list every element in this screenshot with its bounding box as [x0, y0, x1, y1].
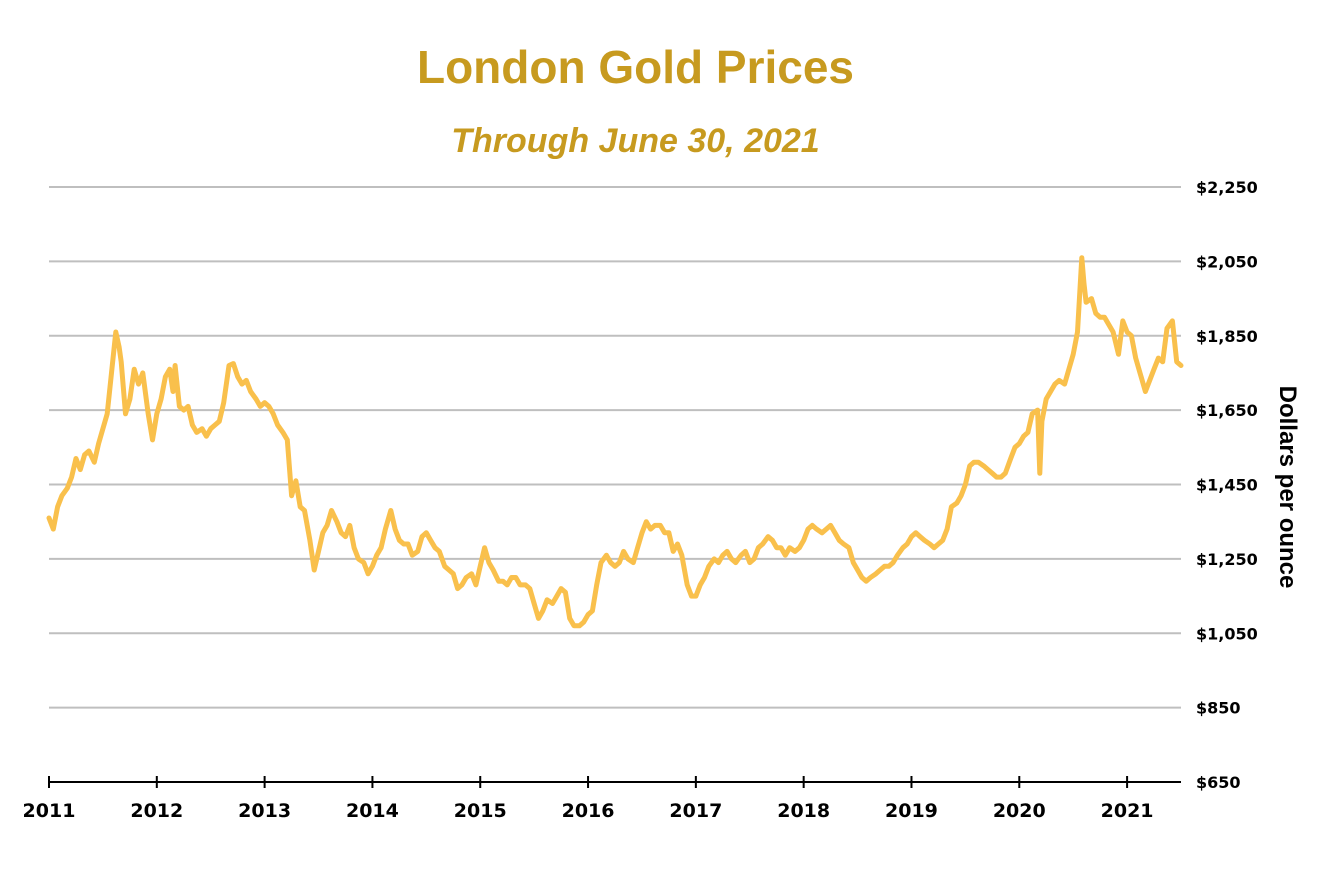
x-tick-label-2011: 2011 — [23, 800, 76, 822]
x-tick-label-2016: 2016 — [562, 800, 615, 822]
y-tick-label-1050: $1,050 — [1196, 624, 1258, 643]
x-tick-label-2017: 2017 — [669, 800, 722, 822]
chart-title: London Gold Prices — [416, 41, 855, 93]
x-tick-label-2021: 2021 — [1101, 800, 1154, 822]
chart-subtitle: Through June 30, 2021 — [451, 122, 820, 160]
series-line-0 — [46, 255, 1184, 629]
y-tick-label-2050: $2,050 — [1196, 252, 1258, 271]
y-tick-label-2250: $2,250 — [1196, 178, 1258, 197]
series-layer — [46, 255, 1184, 629]
y-axis-ticks: $650 $850 $1,050 $1,250 $1,450 $1,650 $1,850 $2… — [1196, 178, 1258, 792]
y-tick-label-850: $850 — [1196, 699, 1241, 718]
x-tick-label-2014: 2014 — [346, 800, 399, 822]
y-tick-label-1650: $1,650 — [1196, 401, 1258, 420]
y-tick-label-1450: $1,450 — [1196, 476, 1258, 495]
x-tick-label-2012: 2012 — [130, 800, 183, 822]
y-tick-label-1850: $1,850 — [1196, 327, 1258, 346]
y-tick-label-650: $650 — [1196, 773, 1241, 792]
y-axis-label: Dollars per ounce — [1274, 386, 1301, 589]
gridlines — [49, 186, 1181, 709]
x-axis: 2011 2012 2013 2014 2015 2016 2017 2018 2019 2020… — [23, 776, 1181, 822]
x-tick-label-2018: 2018 — [777, 800, 830, 822]
x-tick-label-2020: 2020 — [993, 800, 1046, 822]
x-tick-label-2013: 2013 — [238, 800, 291, 822]
x-tick-label-2019: 2019 — [885, 800, 938, 822]
x-tick-label-2015: 2015 — [454, 800, 507, 822]
y-tick-label-1250: $1,250 — [1196, 550, 1258, 569]
